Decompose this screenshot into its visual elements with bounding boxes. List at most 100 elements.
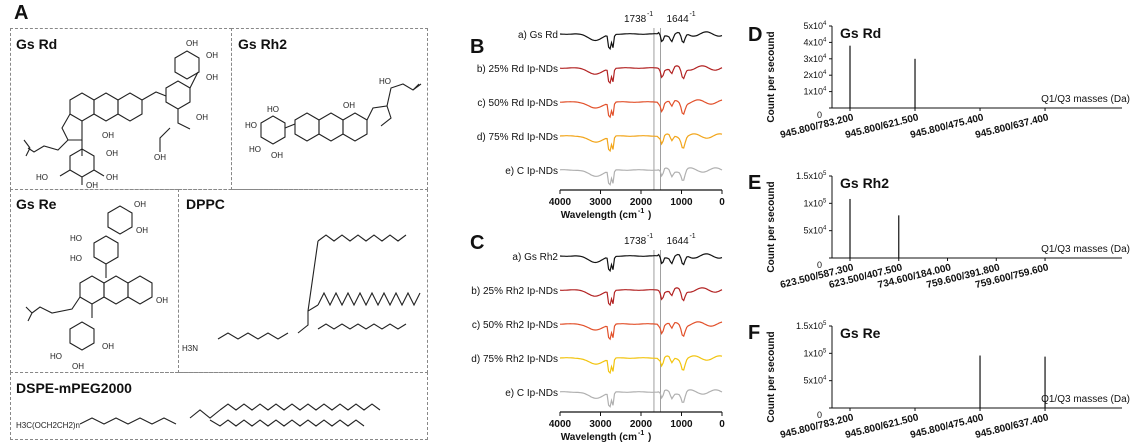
structure-gs-re: OH OH HO HO OH HO OH OH [25,200,168,371]
x-tick-label: 945.800/475.400 [909,112,985,141]
y-tick-exp: 4 [823,87,827,93]
structure-gs-rh2: HO OH HO HO HO OH [245,77,422,160]
oh-label: OH [206,73,218,82]
spectrum-trace [559,389,723,408]
y-tick-label: 1x10 [803,198,823,208]
spectrum-trace [560,99,723,119]
y-tick-label: 1x10 [803,348,823,358]
spectrum-label: b) 25% Rh2 Ip-NDs [471,286,558,297]
y-tick-exp: 4 [823,226,827,232]
spectrum-trace [559,355,723,375]
spectrum-label: a) Gs Rh2 [512,252,558,263]
x-tick-label: 3000 [589,419,612,430]
oh-label: OH [106,149,118,158]
x-tick-label: 1000 [670,419,693,430]
y-tick-label: 5x10 [803,21,823,31]
y-tick-exp: 5 [823,198,827,204]
ho-label: HO [379,77,391,86]
peg-label: (OCH2CH2)n [32,421,80,430]
oh-label: OH [72,362,84,371]
y-axis-label: Count per secound [766,181,777,272]
ho-label: HO [50,352,62,361]
spectrum-trace [559,167,723,186]
x-axis-label-end: ) [648,432,651,443]
y-tick-label: 1x10 [803,87,823,97]
ms-chart-title: Gs Re [840,325,881,341]
title-gs-rh2: Gs Rh2 [238,36,288,52]
x-axis-label: Q1/Q3 masses (Da) [1041,244,1130,255]
spectrum-label: c) 50% Rd Ip-NDs [477,98,558,109]
x-tick-label: 1000 [670,197,693,208]
marker-label-1644: 1644 [666,236,689,247]
x-tick-label: 0 [719,197,725,208]
oh-label: OH [134,200,146,209]
spectrum-label: c) 50% Rh2 Ip-NDs [472,320,558,331]
title-dspe: DSPE-mPEG2000 [16,380,132,396]
x-tick-label: 945.800/475.400 [909,412,985,441]
structure-gs-rd: OH OH OH OH OH OH OH OH HO OH [23,39,218,190]
structure-dppc: H3N [182,234,421,353]
y-tick-label: 3x10 [803,54,823,64]
y-tick-exp: 4 [823,54,827,60]
y-tick-label: 2x10 [803,70,823,80]
spectrum-label: d) 75% Rd Ip-NDs [477,132,558,143]
y-tick-label: 1.5x10 [796,171,823,181]
h3n-label: H3N [182,344,198,353]
marker-sup: -1 [647,233,653,240]
marker-label-1738: 1738 [624,14,647,25]
x-axis-label: Wavelength (cm [561,210,637,221]
marker-label-1738: 1738 [624,236,647,247]
ms-chart-title: Gs Rd [840,25,881,41]
marker-sup: -1 [689,11,695,18]
spectrum-trace [559,65,723,85]
ho-label: HO [245,121,257,130]
spectrum-trace [559,31,723,51]
oh-label: OH [86,181,98,190]
y-tick-exp: 4 [823,37,827,43]
x-tick-label: 0 [719,419,725,430]
panel-letter-b: B [470,36,485,58]
panel-letter-d: D [748,24,763,46]
y-tick-label: 1.5x10 [796,321,823,331]
y-axis-label: Count per secound [766,31,777,122]
y-tick-label: 5x10 [803,376,823,386]
y-tick-label: 0 [817,110,822,120]
x-axis-label-sup: -1 [638,208,644,215]
x-tick-label: 945.800/637.400 [974,412,1050,441]
x-tick-label: 2000 [630,419,653,430]
panel-letter-f: F [748,322,761,344]
structure-dspe: H3C (OCH2CH2)n [16,403,381,430]
spectrum-label: e) C Ip-NDs [505,166,558,177]
ho-label: HO [70,254,82,263]
y-tick-exp: 5 [823,171,827,177]
x-tick-label: 945.800/637.400 [974,112,1050,141]
x-tick-label: 4000 [549,419,572,430]
y-tick-label: 0 [817,260,822,270]
oh-label: OH [136,226,148,235]
x-axis-label: Q1/Q3 masses (Da) [1041,394,1130,405]
ho-label: HO [70,234,82,243]
x-tick-label: 945.800/621.500 [844,112,920,141]
ho-label: HO [267,105,279,114]
x-axis-label-sup: -1 [638,430,644,437]
y-tick-exp: 4 [823,376,827,382]
y-tick-exp: 4 [823,70,827,76]
x-axis-label: Wavelength (cm [561,432,637,443]
spectrum-trace [559,133,723,153]
oh-label: OH [156,296,168,305]
panel-letter-c: C [470,232,485,254]
title-dppc: DPPC [186,196,225,212]
spectrum-trace [559,253,723,273]
spectrum-label: a) Gs Rd [518,30,558,41]
y-tick-exp: 5 [823,321,827,327]
y-tick-label: 0 [817,410,822,420]
y-tick-exp: 5 [823,348,827,354]
y-tick-exp: 4 [823,21,827,27]
spectrum-trace [559,287,723,307]
ms-chart-title: Gs Rh2 [840,175,889,191]
spectrum-label: e) C Ip-NDs [505,388,558,399]
marker-sup: -1 [689,233,695,240]
h3c-label: H3C [16,421,32,430]
